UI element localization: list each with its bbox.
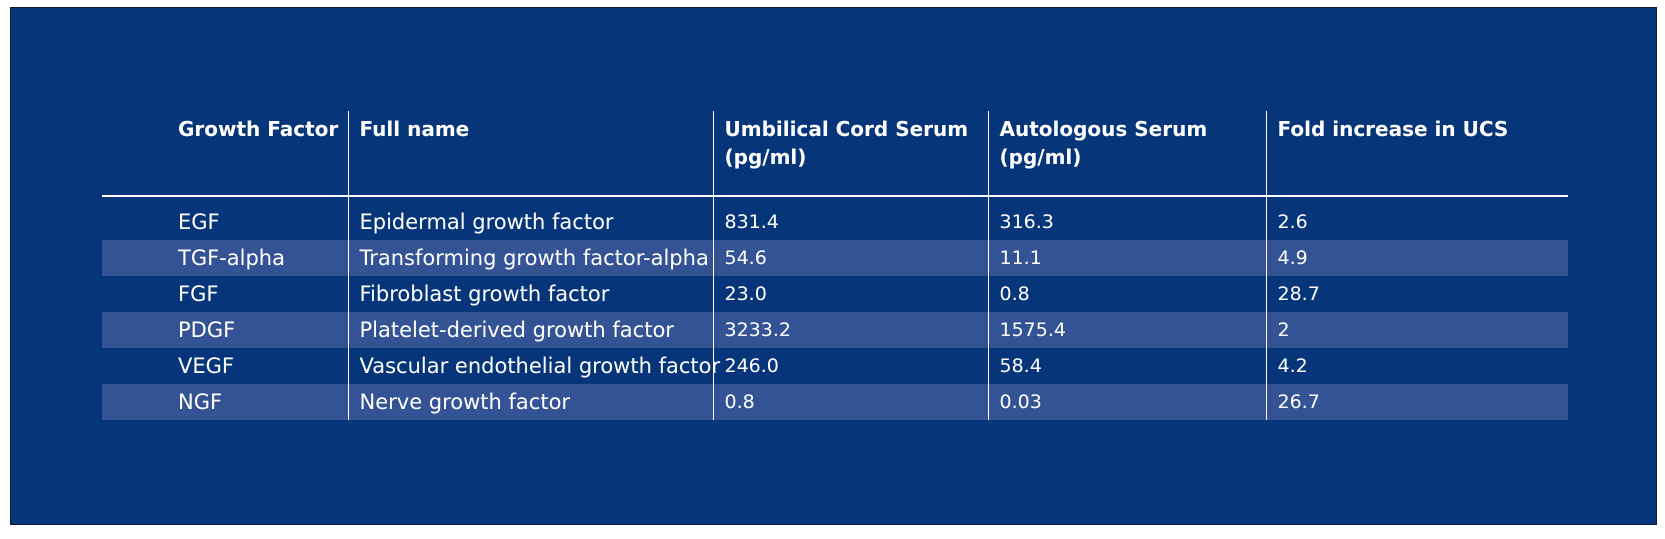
growth-factor-table: Growth Factor Full name Umbilical Cord S… — [102, 111, 1568, 420]
cell-ucs-value: 831.4 — [712, 196, 988, 240]
header-umbilical-cord-serum: Umbilical Cord Serum (pg/ml) — [712, 111, 988, 197]
cell-growth-factor: NGF — [102, 384, 348, 420]
header-ucs-line-2: (pg/ml) — [724, 145, 807, 169]
header-as-line-2: (pg/ml) — [999, 145, 1082, 169]
table-row: NGF Nerve growth factor 0.8 0.03 26.7 — [102, 384, 1568, 420]
cell-full-name: Fibroblast growth factor — [347, 276, 713, 312]
header-as-line-1: Autologous Serum — [999, 117, 1208, 141]
cell-fold-increase: 4.9 — [1265, 240, 1568, 276]
cell-full-name: Transforming growth factor-alpha — [347, 240, 713, 276]
cell-as-value: 316.3 — [987, 196, 1266, 240]
cell-ucs-value: 23.0 — [712, 276, 988, 312]
header-growth-factor: Growth Factor — [102, 111, 348, 197]
table-row: TGF-alpha Transforming growth factor-alp… — [102, 240, 1568, 276]
table-panel: Growth Factor Full name Umbilical Cord S… — [10, 7, 1657, 525]
cell-growth-factor: EGF — [178, 209, 220, 234]
table-container: Growth Factor Full name Umbilical Cord S… — [102, 111, 1568, 420]
cell-fold-increase: 4.2 — [1265, 348, 1568, 384]
cell-growth-factor: TGF-alpha — [102, 240, 348, 276]
table-row: EGF Epidermal growth factor 831.4 316.3 … — [102, 196, 1568, 240]
cell-fold-increase: 28.7 — [1265, 276, 1568, 312]
cell-as-value: 11.1 — [987, 240, 1266, 276]
cell-ucs-value: 246.0 — [712, 348, 988, 384]
cell-ucs-value: 54.6 — [712, 240, 988, 276]
table-row: PDGF Platelet-derived growth factor 3233… — [102, 312, 1568, 348]
table-row: FGF Fibroblast growth factor 23.0 0.8 28… — [102, 276, 1568, 312]
cell-growth-factor: VEGF — [178, 354, 234, 378]
header-autologous-serum: Autologous Serum (pg/ml) — [987, 111, 1266, 197]
cell-fold-increase: 2 — [1265, 312, 1568, 348]
cell-full-name: Epidermal growth factor — [347, 196, 713, 240]
cell-ucs-value: 0.8 — [712, 384, 988, 420]
cell-as-value: 58.4 — [987, 348, 1266, 384]
cell-full-name: Vascular endothelial growth factor — [347, 348, 720, 384]
header-ucs-line-1: Umbilical Cord Serum — [724, 117, 969, 141]
cell-ucs-value: 3233.2 — [712, 312, 988, 348]
header-row: Growth Factor Full name Umbilical Cord S… — [102, 111, 1568, 197]
cell-as-value: 1575.4 — [987, 312, 1266, 348]
header-fold-line-1: Fold increase in UCS — [1277, 117, 1509, 141]
header-full-name: Full name — [347, 111, 713, 197]
header-growth-factor-line-1: Growth Factor — [178, 117, 339, 141]
header-fold-increase: Fold increase in UCS — [1265, 111, 1568, 197]
cell-fold-increase: 26.7 — [1265, 384, 1568, 420]
cell-full-name: Nerve growth factor — [347, 384, 713, 420]
header-full-name-line-1: Full name — [359, 117, 470, 141]
cell-full-name: Platelet-derived growth factor — [347, 312, 713, 348]
cell-growth-factor: FGF — [178, 282, 219, 306]
cell-fold-increase: 2.6 — [1265, 196, 1568, 240]
table-row: VEGF Vascular endothelial growth factor … — [102, 348, 1568, 384]
cell-growth-factor: PDGF — [102, 312, 348, 348]
cell-as-value: 0.03 — [987, 384, 1266, 420]
cell-as-value: 0.8 — [987, 276, 1266, 312]
